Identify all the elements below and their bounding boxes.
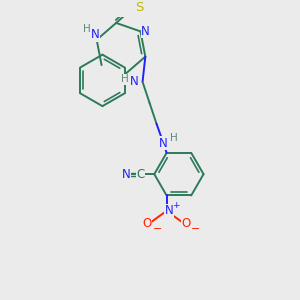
- Text: N: N: [141, 25, 150, 38]
- Text: H: H: [121, 74, 129, 84]
- Text: C: C: [136, 168, 144, 181]
- Text: N: N: [122, 168, 130, 181]
- Text: H: H: [170, 133, 178, 143]
- Text: −: −: [152, 224, 162, 234]
- Text: N: N: [164, 204, 173, 218]
- Text: O: O: [182, 217, 191, 230]
- Text: N: N: [159, 137, 168, 150]
- Text: O: O: [142, 217, 152, 230]
- Text: N: N: [91, 28, 100, 41]
- Text: S: S: [136, 1, 144, 14]
- Text: +: +: [172, 201, 180, 210]
- Text: N: N: [130, 75, 139, 88]
- Text: −: −: [191, 224, 200, 234]
- Text: H: H: [83, 24, 91, 34]
